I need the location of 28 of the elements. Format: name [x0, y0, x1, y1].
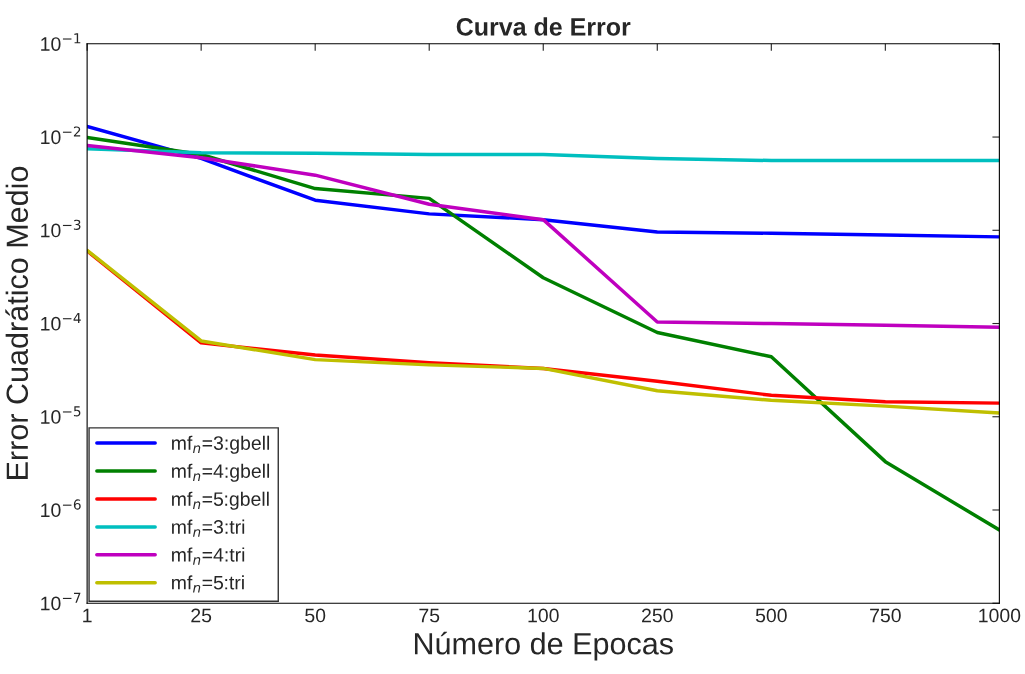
- x-tick-label: 100: [528, 608, 559, 623]
- legend-label: mf$_{n}$=3:gbell: [172, 435, 270, 454]
- legend-label: mf$_{n}$=5:tri: [172, 575, 244, 593]
- x-tick-label: 1000: [979, 608, 1021, 623]
- x-tick-label: 500: [755, 608, 787, 623]
- y-tick-label: 10$^{−3}$: [41, 219, 81, 238]
- legend-label: mf$_{n}$=3:tri: [172, 519, 245, 537]
- legend-label: mf$_{n}$=4:gbell: [172, 463, 270, 482]
- x-tick-label: 1: [83, 608, 92, 623]
- chart-title: Curva de Error: [456, 17, 631, 36]
- x-axis-title: Número de Epocas: [414, 631, 673, 661]
- y-tick-label: 10$^{−5}$: [41, 406, 81, 424]
- legend-label: mf$_{n}$=5:gbell: [172, 491, 269, 510]
- x-tick-label: 25: [191, 608, 212, 623]
- y-tick-label: 10$^{−1}$: [41, 33, 81, 51]
- y-tick-label: 10$^{−7}$: [41, 592, 81, 611]
- legend-label: mf$_{n}$=4:tri: [172, 547, 245, 565]
- line-series: [87, 143, 1000, 330]
- y-tick-label: 10$^{−2}$: [41, 126, 81, 145]
- x-tick-label: 750: [870, 608, 901, 623]
- y-tick-label: 10$^{−6}$: [41, 499, 81, 518]
- y-tick-label: 10$^{−4}$: [41, 313, 81, 331]
- x-tick-label: 75: [419, 608, 440, 623]
- x-tick-label: 250: [642, 608, 673, 623]
- y-axis-title: Error Cuadrático Medio: [5, 166, 29, 479]
- line-series: [87, 146, 1000, 163]
- line-series: [87, 124, 1000, 239]
- x-tick-label: 50: [305, 608, 326, 623]
